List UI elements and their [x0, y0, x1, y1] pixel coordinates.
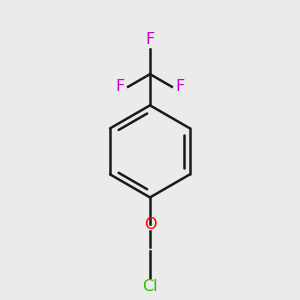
- Text: Cl: Cl: [142, 279, 158, 294]
- Text: F: F: [176, 79, 185, 94]
- Text: F: F: [115, 79, 124, 94]
- Text: F: F: [146, 32, 154, 47]
- Text: O: O: [144, 217, 156, 232]
